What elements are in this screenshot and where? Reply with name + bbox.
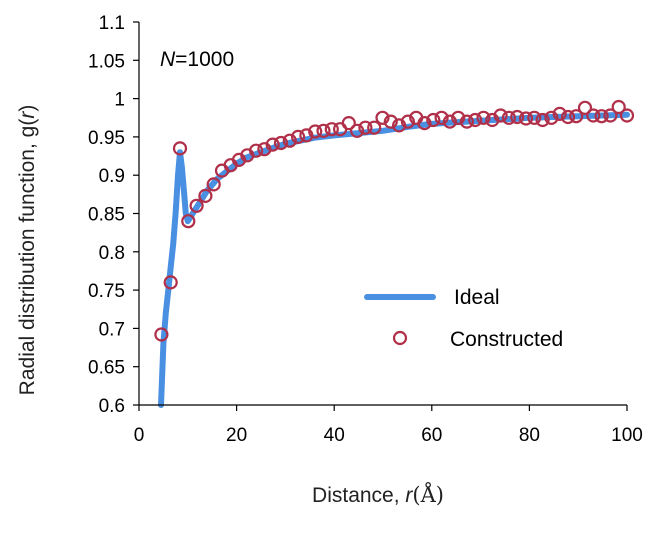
constructed-point: [367, 120, 382, 135]
y-tick-label: 0.7: [99, 319, 125, 340]
constructed-point: [577, 100, 593, 115]
constructed-point: [172, 141, 188, 156]
annotation-symbol: N: [160, 48, 176, 71]
x-tick-label: 20: [226, 425, 247, 446]
constructed-point: [434, 110, 449, 125]
constructed-point: [163, 275, 178, 290]
legend-constructed-swatch: [392, 330, 408, 346]
constructed-point: [510, 109, 525, 125]
y-tick-label: 0.9: [99, 166, 125, 187]
constructed-point: [476, 110, 491, 125]
constructed-point: [282, 133, 297, 148]
tick-labels: 0.6 0.65 0.7 0.75 0.8 0.85 0.9 0.95 1 1.05 1.1 0 20 4…: [88, 13, 643, 446]
annotation-value: =1000: [175, 48, 234, 71]
y-tick-label: 1.1: [99, 13, 125, 34]
x-tick-label: 80: [519, 425, 540, 446]
constructed-point: [350, 123, 365, 138]
constructed-point: [493, 108, 508, 123]
constructed-point: [316, 123, 331, 138]
axes: [133, 21, 628, 411]
constructed-point: [375, 110, 390, 125]
y-tick-label: 1: [114, 90, 125, 111]
x-axis-title-symbol: r: [405, 484, 413, 507]
constructed-point: [154, 327, 169, 342]
constructed-point: [265, 137, 280, 152]
y-tick-label: 1.05: [88, 51, 125, 72]
x-axis-title-unit: (Å): [412, 482, 444, 507]
constructed-point: [619, 108, 635, 123]
constructed-point: [527, 110, 542, 125]
constructed-point: [198, 188, 213, 203]
constructed-point: [400, 114, 415, 129]
y-tick-label: 0.75: [88, 281, 125, 302]
constructed-point: [552, 106, 567, 122]
constructed-point: [383, 114, 398, 129]
constructed-point: [535, 112, 550, 128]
x-tick-label: 0: [134, 425, 145, 446]
constructed-point: [341, 115, 356, 131]
constructed-point: [569, 109, 584, 124]
x-axis-title: Distance, r(Å): [312, 482, 444, 507]
constructed-point: [594, 109, 609, 124]
constructed-point: [358, 120, 373, 135]
y-tick-label: 0.95: [88, 128, 125, 149]
constructed-point: [560, 109, 576, 125]
legend-ideal-label: Ideal: [454, 286, 500, 309]
constructed-series: [154, 99, 635, 342]
constructed-point: [468, 112, 483, 128]
constructed-point: [442, 114, 457, 129]
x-tick-label: 100: [611, 425, 643, 446]
constructed-point: [459, 114, 474, 129]
constructed-point: [426, 112, 441, 128]
sample-size-annotation: N=1000: [160, 48, 234, 71]
constructed-point: [501, 110, 516, 125]
y-tick-label: 0.8: [99, 243, 125, 264]
constructed-point: [324, 122, 339, 137]
constructed-point: [611, 99, 626, 115]
x-tick-label: 60: [421, 425, 442, 446]
constructed-point: [417, 115, 432, 131]
constructed-point: [249, 143, 264, 158]
constructed-point: [603, 108, 618, 123]
constructed-point: [299, 128, 314, 143]
legend-constructed-label: Constructed: [450, 328, 563, 351]
constructed-point: [308, 124, 323, 139]
y-tick-label: 0.65: [88, 358, 125, 379]
constructed-point: [206, 177, 221, 192]
constructed-point: [181, 214, 196, 229]
constructed-point: [586, 108, 601, 123]
constructed-point: [518, 111, 534, 126]
constructed-point: [291, 129, 306, 144]
constructed-point: [273, 135, 289, 151]
constructed-point: [544, 110, 559, 125]
x-tick-label: 40: [324, 425, 345, 446]
y-tick-label: 0.85: [88, 205, 125, 226]
y-axis-title: Radial distribution function, g(r): [16, 105, 39, 396]
constructed-point: [451, 110, 466, 125]
y-tick-label: 0.6: [99, 396, 125, 417]
y-axis-title-prefix: Radial distribution function, g(: [16, 119, 39, 396]
legend: Ideal Constructed: [364, 286, 563, 351]
constructed-point: [392, 118, 407, 133]
y-axis-title-symbol: r: [16, 111, 39, 119]
constructed-point: [189, 198, 204, 213]
y-axis-title-suffix: ): [16, 105, 39, 112]
x-axis-title-prefix: Distance,: [312, 484, 405, 507]
